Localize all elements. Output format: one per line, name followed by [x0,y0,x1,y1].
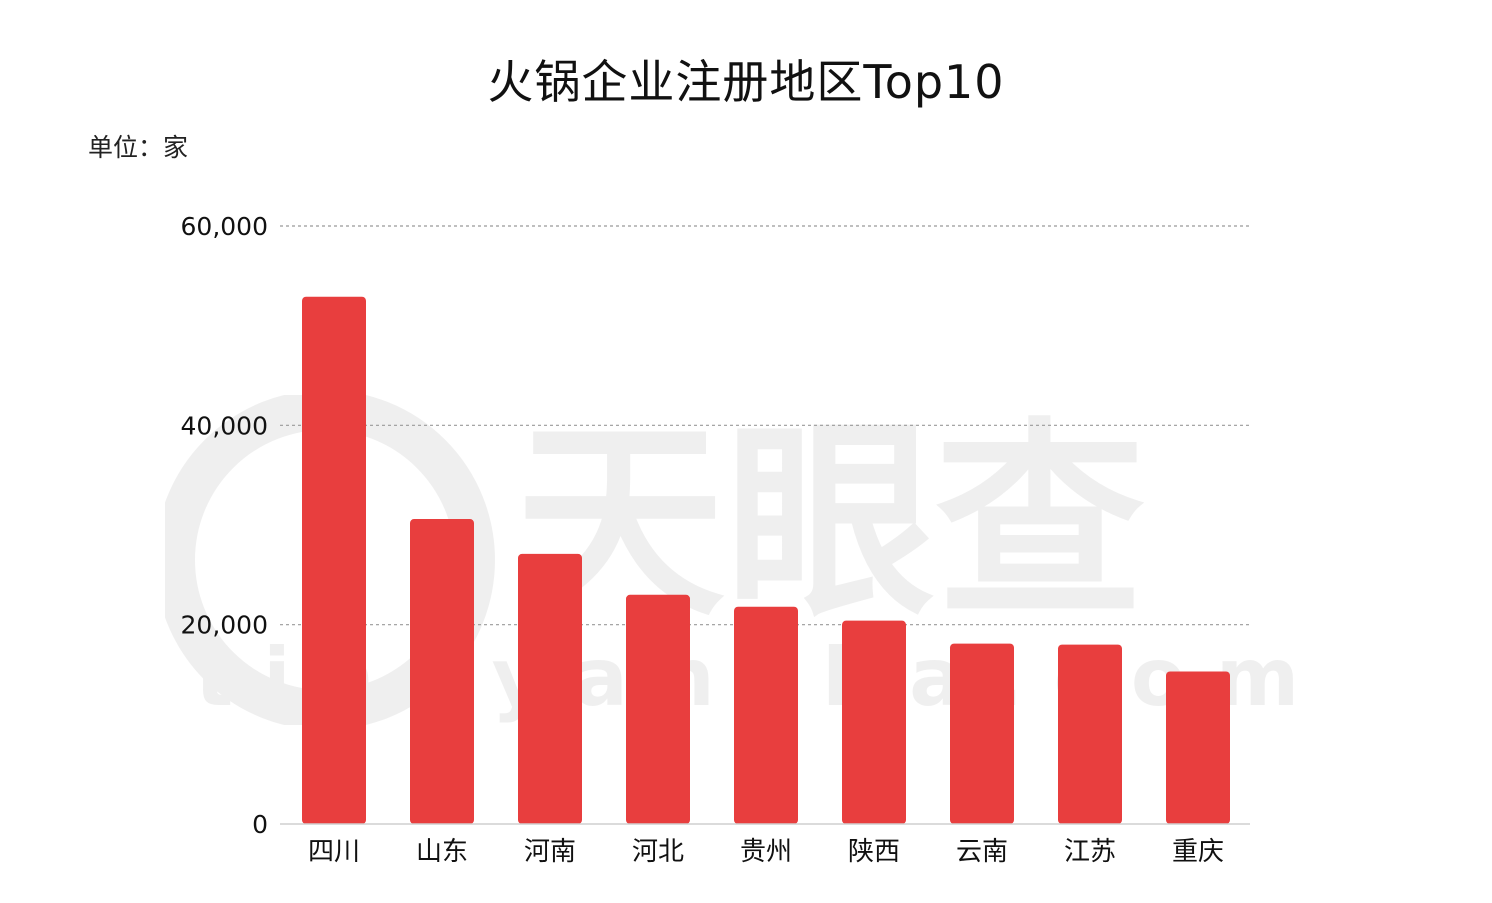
bar-5 [842,620,906,824]
x-tick-label: 重庆 [1172,837,1224,867]
y-tick-label: 40,000 [181,411,268,440]
unit-label: 单位：家 [88,133,189,162]
x-tick-label: 四川 [308,837,360,867]
bar-8 [1166,671,1230,824]
y-tick-label: 20,000 [181,611,268,640]
x-tick-label: 江苏 [1064,837,1116,867]
bar-7 [1058,644,1122,824]
bar-1 [410,519,474,824]
chart-title: 火锅企业注册地区Top10 [487,55,1005,109]
y-tick-label: 60,000 [181,212,268,241]
bar-3 [626,594,690,824]
y-axis-ticks: 0 20,000 40,000 60,000 [181,212,268,839]
x-tick-label: 河北 [632,837,684,867]
x-tick-label: 云南 [956,837,1008,867]
y-tick-label: 0 [252,810,268,839]
x-tick-label: 河南 [524,837,576,867]
bar-4 [734,606,798,824]
bars [302,296,1230,825]
x-tick-label: 山东 [416,837,468,867]
x-tick-label: 陕西 [848,837,900,867]
x-tick-label: 贵州 [740,837,792,867]
bar-0 [302,296,366,825]
x-axis-ticks: 四川 山东 河南 河北 贵州 陕西 云南 江苏 重庆 [308,837,1224,867]
bar-2 [518,553,582,824]
bar-6 [950,643,1014,824]
